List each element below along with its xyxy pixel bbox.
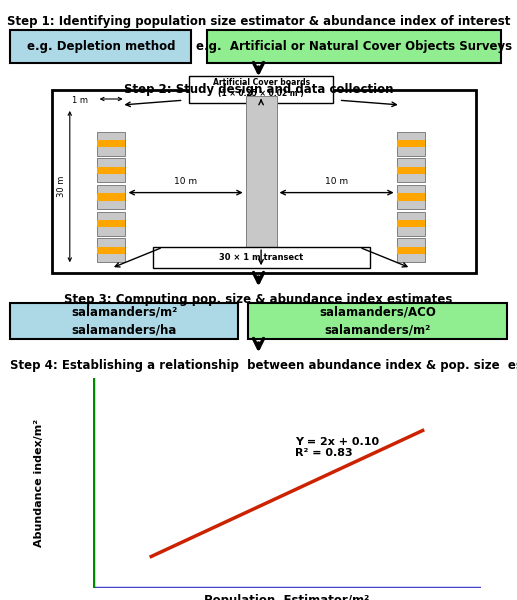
Text: 30 × 1 m transect: 30 × 1 m transect: [219, 253, 303, 262]
Text: salamanders/m²
salamanders/ha: salamanders/m² salamanders/ha: [71, 305, 177, 337]
Bar: [397, 212, 425, 236]
Bar: [97, 140, 125, 147]
Text: 10 m: 10 m: [325, 177, 348, 186]
Text: Step 2: Study design and data collection: Step 2: Study design and data collection: [124, 83, 393, 96]
Text: 30 m: 30 m: [56, 176, 66, 197]
Bar: [397, 193, 425, 200]
Text: Abundance index/m²: Abundance index/m²: [34, 419, 44, 547]
Text: Y = 2x + 0.10
R² = 0.83: Y = 2x + 0.10 R² = 0.83: [295, 437, 379, 458]
Bar: [397, 238, 425, 262]
Text: Artificial Cover boards
(1 × 0.25 × 0.02 m ): Artificial Cover boards (1 × 0.25 × 0.02…: [212, 77, 310, 98]
Text: Step 4: Establishing a relationship  between abundance index & pop. size  estima: Step 4: Establishing a relationship betw…: [10, 359, 517, 372]
Bar: [397, 185, 425, 209]
FancyBboxPatch shape: [248, 303, 507, 339]
Text: e.g.  Artificial or Natural Cover Objects Surveys: e.g. Artificial or Natural Cover Objects…: [196, 40, 512, 53]
Bar: [97, 238, 125, 262]
Bar: [397, 247, 425, 254]
FancyBboxPatch shape: [10, 30, 191, 63]
Bar: [97, 131, 125, 155]
Bar: [97, 185, 125, 209]
Bar: [397, 158, 425, 182]
FancyBboxPatch shape: [10, 303, 238, 339]
Bar: [97, 220, 125, 227]
Bar: [97, 167, 125, 174]
Text: e.g. Depletion method: e.g. Depletion method: [26, 40, 175, 53]
Bar: [397, 220, 425, 227]
Text: Step 1: Identifying population size estimator & abundance index of interest: Step 1: Identifying population size esti…: [7, 15, 510, 28]
Text: 1 m: 1 m: [72, 96, 88, 106]
FancyBboxPatch shape: [189, 76, 333, 103]
Text: salamanders/ACO
salamanders/m²: salamanders/ACO salamanders/m²: [319, 305, 436, 337]
Bar: [246, 96, 277, 268]
Bar: [97, 212, 125, 236]
Text: 10 m: 10 m: [174, 177, 197, 186]
Bar: [97, 193, 125, 200]
Text: Step 3: Computing pop. size & abundance index estimates: Step 3: Computing pop. size & abundance …: [64, 293, 453, 306]
FancyBboxPatch shape: [153, 247, 370, 268]
Bar: [397, 131, 425, 155]
X-axis label: Population  Estimator/m²: Population Estimator/m²: [204, 593, 370, 600]
Bar: [97, 158, 125, 182]
Bar: [397, 140, 425, 147]
Bar: [397, 167, 425, 174]
FancyBboxPatch shape: [207, 30, 501, 63]
Bar: [97, 247, 125, 254]
FancyBboxPatch shape: [52, 90, 476, 273]
